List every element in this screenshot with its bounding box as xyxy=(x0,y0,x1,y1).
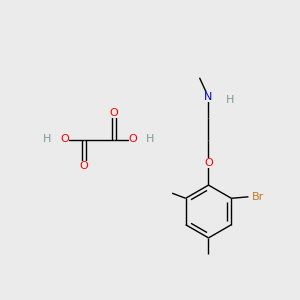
Text: H: H xyxy=(146,134,154,145)
Text: H: H xyxy=(226,95,234,105)
Text: Br: Br xyxy=(252,192,265,202)
Text: H: H xyxy=(44,134,52,145)
Text: N: N xyxy=(204,92,213,102)
Text: O: O xyxy=(61,134,70,145)
Text: O: O xyxy=(204,158,213,168)
Text: O: O xyxy=(128,134,137,145)
Text: O: O xyxy=(110,107,118,118)
Text: O: O xyxy=(80,161,88,172)
